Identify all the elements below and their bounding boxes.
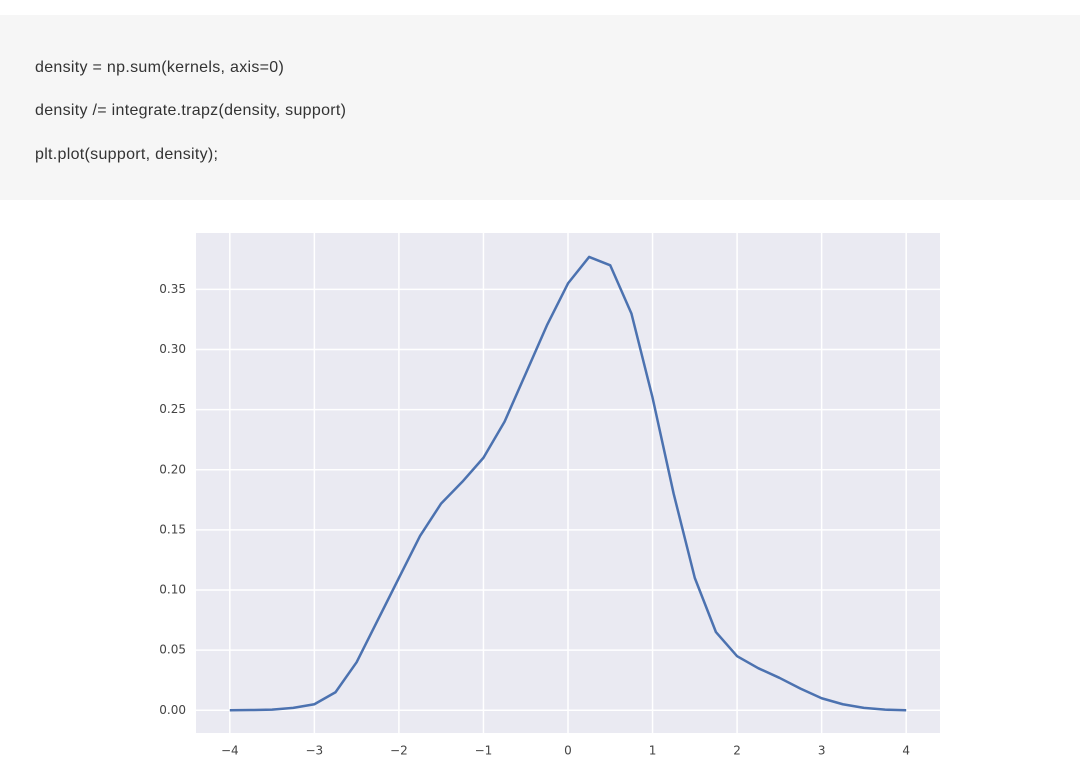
line-series xyxy=(229,255,907,712)
x-tick-label: 4 xyxy=(902,744,910,758)
x-tick-label: 1 xyxy=(649,744,657,758)
y-tick-label: 0.15 xyxy=(159,522,186,536)
code-line: plt.plot(support, density); xyxy=(35,146,219,163)
y-tick-label: 0.10 xyxy=(159,583,186,597)
y-tick-label: 0.00 xyxy=(159,703,186,717)
y-tick-label: 0.35 xyxy=(159,282,186,296)
x-tick-label: −2 xyxy=(390,744,408,758)
x-tick-label: −3 xyxy=(306,744,324,758)
code-line: density = np.sum(kernels, axis=0) xyxy=(35,59,285,76)
x-tick-label: 2 xyxy=(733,744,741,758)
x-tick-label: 0 xyxy=(564,744,572,758)
code-block: density = np.sum(kernels, axis=0) densit… xyxy=(0,15,1080,200)
code-line: density /= integrate.trapz(density, supp… xyxy=(35,102,347,119)
y-tick-label: 0.05 xyxy=(159,643,186,657)
x-tick-label: −1 xyxy=(475,744,493,758)
y-tick-label: 0.25 xyxy=(159,402,186,416)
y-tick-label: 0.30 xyxy=(159,342,186,356)
y-tick-label: 0.20 xyxy=(159,462,186,476)
x-tick-label: −4 xyxy=(221,744,239,758)
x-tick-label: 3 xyxy=(818,744,826,758)
